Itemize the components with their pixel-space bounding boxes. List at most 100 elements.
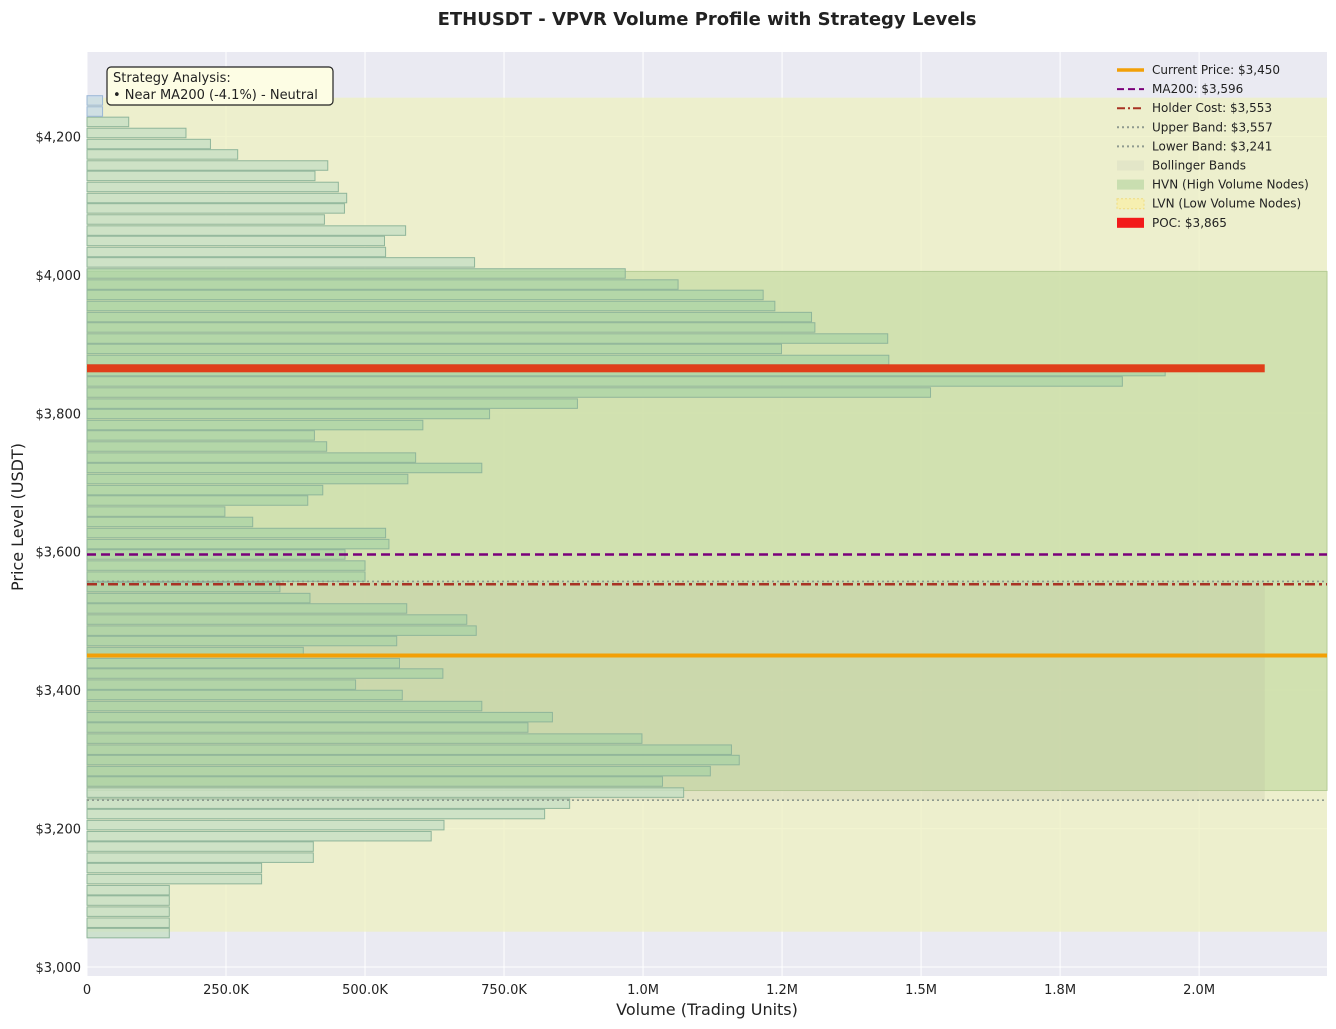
legend-label: HVN (High Volume Nodes) (1152, 178, 1309, 192)
volume-bar (86, 138, 211, 150)
volume-bar (86, 441, 328, 452)
volume-bar (86, 906, 170, 917)
legend-label: Bollinger Bands (1152, 159, 1246, 173)
legend-label: Current Price: $3,450 (1152, 63, 1280, 77)
volume-bar (86, 268, 626, 279)
volume-bar (86, 830, 432, 842)
volume-bar (86, 408, 491, 420)
volume-bar (86, 754, 740, 766)
volume-bar (86, 776, 664, 787)
volume-bar (86, 635, 398, 647)
strategy-level-lines (87, 364, 1327, 801)
volume-bar (86, 95, 104, 106)
volume-bar (86, 722, 529, 733)
volume-bar (86, 711, 553, 723)
volume-bar (86, 852, 314, 863)
volume-bar (86, 679, 357, 690)
x-tick-label: 500.0K (342, 983, 388, 998)
x-tick-label: 0 (83, 983, 91, 998)
volume-bar (86, 700, 483, 712)
chart-title: ETHUSDT - VPVR Volume Profile with Strat… (438, 9, 977, 30)
legend-swatch (1117, 160, 1144, 171)
volume-bar (86, 614, 468, 625)
volume-bar (86, 398, 578, 409)
volume-bar (86, 376, 1123, 387)
volume-bar (86, 484, 324, 496)
legend-swatch (1117, 217, 1144, 228)
volume-bar (86, 170, 316, 182)
volume-bar (86, 657, 401, 669)
legend-swatch (1117, 179, 1144, 190)
volume-bar (86, 841, 314, 852)
x-tick-label: 250.0K (203, 983, 249, 998)
x-tick-label: 1.8M (1044, 983, 1076, 998)
volume-bar (86, 343, 783, 355)
y-tick-label: $4,000 (36, 269, 82, 284)
x-tick-label: 1.2M (766, 983, 798, 998)
volume-bar (86, 473, 409, 485)
volume-bar (86, 668, 444, 679)
legend-label: Holder Cost: $3,553 (1152, 101, 1272, 115)
annotation-box (106, 66, 334, 106)
volume-bar (86, 884, 170, 896)
volume-bar (86, 246, 387, 258)
volume-bar (86, 452, 417, 463)
volume-bar (86, 106, 104, 117)
volume-bar (86, 538, 390, 550)
legend: Current Price: $3,450 MA200: $3,596 Holder… (1116, 63, 1309, 230)
volume-bar (86, 917, 170, 928)
volume-bar (86, 495, 309, 506)
volume-bar (86, 149, 239, 160)
volume-bar (86, 127, 187, 139)
poc-bar (87, 364, 1265, 373)
volume-bar (86, 181, 339, 193)
volume-bar (86, 927, 170, 939)
volume-bar (86, 571, 366, 582)
legend-label: Lower Band: $3,241 (1152, 139, 1272, 153)
volume-bar (86, 527, 387, 539)
volume-bar (86, 603, 408, 614)
legend-swatch (1116, 198, 1145, 210)
volume-bar (86, 819, 445, 831)
y-tick-label: $3,400 (36, 684, 82, 699)
volume-bar (86, 506, 226, 517)
volume-bar (86, 160, 329, 171)
volume-bar (86, 689, 403, 701)
y-tick-label: $4,200 (36, 130, 82, 145)
volume-bar (86, 516, 254, 528)
volume-bar (86, 322, 816, 333)
volume-bar (86, 808, 546, 820)
annotation-title: Strategy Analysis: (113, 71, 231, 86)
legend-label: Upper Band: $3,557 (1152, 120, 1273, 134)
volume-bar (86, 462, 483, 474)
volume-bar (86, 744, 732, 755)
volume-bar (86, 354, 890, 366)
volume-bar (86, 203, 345, 214)
volume-bar (86, 333, 889, 344)
x-tick-label: 1.0M (627, 983, 659, 998)
volume-bar (86, 873, 263, 885)
y-tick-label: $3,800 (36, 407, 82, 422)
volume-bar (86, 257, 476, 268)
volume-bar (86, 419, 424, 431)
volume-bar (86, 387, 932, 398)
volume-bar (86, 225, 407, 236)
volume-bar (86, 862, 263, 874)
volume-bar (86, 300, 776, 312)
legend-label: MA200: $3,596 (1152, 82, 1243, 96)
volume-bar (86, 235, 385, 247)
volume-bar (86, 430, 315, 441)
volume-bar (86, 289, 764, 301)
x-tick-label: 750.0K (481, 983, 527, 998)
volume-bar (86, 116, 130, 128)
x-axis-label: Volume (Trading Units) (616, 1000, 798, 1019)
volume-bar (86, 787, 685, 798)
annotation-text: • Near MA200 (-4.1%) - Neutral (113, 88, 318, 103)
y-tick-label: $3,600 (36, 546, 82, 561)
legend-label: LVN (Low Volume Nodes) (1152, 197, 1301, 211)
x-tick-label: 1.5M (905, 983, 937, 998)
volume-bar (86, 192, 348, 204)
volume-bar (86, 592, 311, 604)
volume-bar (86, 625, 477, 636)
x-axis-ticks: 0 250.0K 500.0K 750.0K 1.0M 1.2M 1.5M 1.8M 2.0M (83, 983, 1215, 998)
